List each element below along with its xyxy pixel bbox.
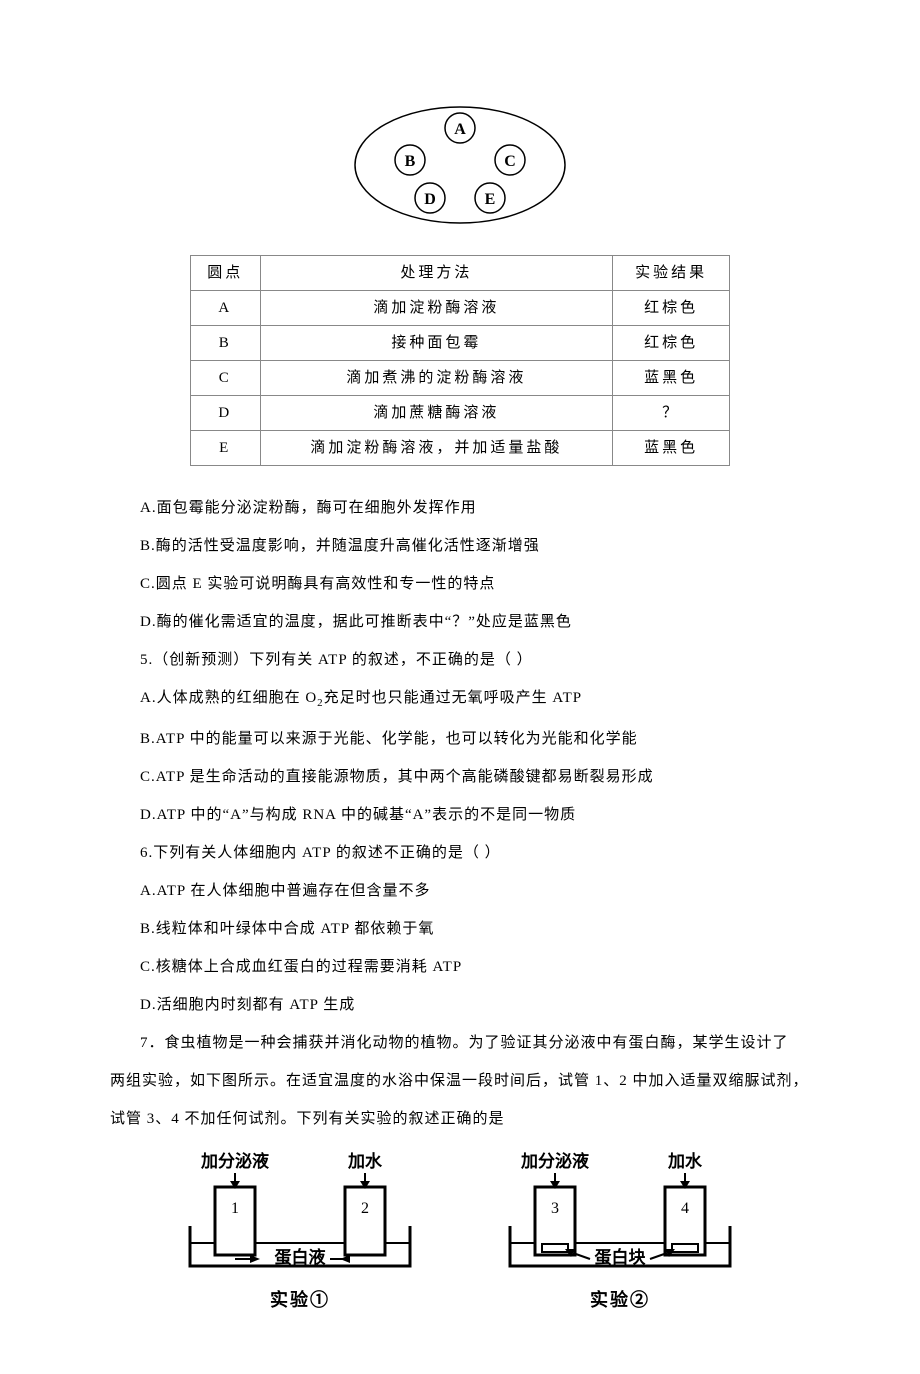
q5-stem: 5.（创新预测）下列有关 ATP 的叙述，不正确的是（ ） — [140, 648, 830, 672]
cell-d3: ？ — [613, 396, 730, 431]
q7-p1: 7．食虫植物是一种会捕获并消化动物的植物。为了验证其分泌液中有蛋白酶，某学生设计… — [110, 1031, 830, 1055]
q7-p3: 试管 3、4 不加任何试剂。下列有关实验的叙述正确的是 — [110, 1107, 830, 1131]
opt-block1-b: B.酶的活性受温度影响，并随温度升高催化活性逐渐增强 — [140, 534, 830, 558]
table-row: D 滴加蔗糖酶溶液 ？ — [191, 396, 730, 431]
experiment-table: 圆点 处理方法 实验结果 A 滴加淀粉酶溶液 红棕色 B 接种面包霉 红棕色 C… — [190, 255, 730, 466]
q7-p2: 两组实验，如下图所示。在适宜温度的水浴中保温一段时间后，试管 1、2 中加入适量… — [110, 1069, 830, 1093]
cell-b1: B — [191, 326, 261, 361]
exp1-tube2-num: 2 — [361, 1200, 369, 1217]
cell-c1: C — [191, 361, 261, 396]
header-col3: 实验结果 — [613, 256, 730, 291]
cell-d2: 滴加蔗糖酶溶液 — [260, 396, 613, 431]
cell-e1: E — [191, 431, 261, 466]
exp2-tube1-label: 加分泌液 — [520, 1151, 589, 1171]
cell-c3: 蓝黑色 — [613, 361, 730, 396]
q5-a-pre: A.人体成熟的红细胞在 O — [140, 690, 317, 706]
dish-label-c: C — [504, 153, 516, 170]
table-row: A 滴加淀粉酶溶液 红棕色 — [191, 291, 730, 326]
q6-stem: 6.下列有关人体细胞内 ATP 的叙述不正确的是（ ） — [140, 841, 830, 865]
experiment-diagrams: 加分泌液 1 加水 2 蛋白液 实验① 加分泌 — [90, 1151, 830, 1315]
q5-opt-b: B.ATP 中的能量可以来源于光能、化学能，也可以转化为光能和化学能 — [140, 727, 830, 751]
exp2-bath-label: 蛋白块 — [595, 1247, 647, 1267]
cell-a3: 红棕色 — [613, 291, 730, 326]
exp1-svg: 加分泌液 1 加水 2 蛋白液 — [175, 1151, 425, 1281]
exp1-caption: 实验① — [270, 1286, 330, 1315]
q6-opt-c: C.核糖体上合成血红蛋白的过程需要消耗 ATP — [140, 955, 830, 979]
dish-label-e: E — [485, 191, 496, 208]
exp1-bath-label: 蛋白液 — [275, 1247, 326, 1267]
q6-opt-b: B.线粒体和叶绿体中合成 ATP 都依赖于氧 — [140, 917, 830, 941]
exp2-caption: 实验② — [590, 1286, 650, 1315]
cell-d1: D — [191, 396, 261, 431]
dish-svg: A B C D E — [310, 100, 610, 230]
q5-opt-d: D.ATP 中的“A”与构成 RNA 中的碱基“A”表示的不是同一物质 — [140, 803, 830, 827]
exp2-group: 加分泌液 3 加水 4 蛋白块 实验② — [495, 1151, 745, 1315]
table-header-row: 圆点 处理方法 实验结果 — [191, 256, 730, 291]
cell-c2: 滴加煮沸的淀粉酶溶液 — [260, 361, 613, 396]
cell-a1: A — [191, 291, 261, 326]
q6-opt-a: A.ATP 在人体细胞中普遍存在但含量不多 — [140, 879, 830, 903]
opt-block1-c: C.圆点 E 实验可说明酶具有高效性和专一性的特点 — [140, 572, 830, 596]
exp2-svg: 加分泌液 3 加水 4 蛋白块 — [495, 1151, 745, 1281]
table-row: E 滴加淀粉酶溶液，并加适量盐酸 蓝黑色 — [191, 431, 730, 466]
table-row: B 接种面包霉 红棕色 — [191, 326, 730, 361]
cell-b3: 红棕色 — [613, 326, 730, 361]
exp1-tube2-label: 加水 — [347, 1151, 383, 1171]
exp2-tube2-num: 4 — [681, 1200, 689, 1217]
dish-label-a: A — [454, 121, 466, 138]
exp2-tube1-num: 3 — [551, 1200, 559, 1217]
q6-opt-d: D.活细胞内时刻都有 ATP 生成 — [140, 993, 830, 1017]
table-row: C 滴加煮沸的淀粉酶溶液 蓝黑色 — [191, 361, 730, 396]
dish-label-b: B — [405, 153, 416, 170]
q5-opt-c: C.ATP 是生命活动的直接能源物质，其中两个高能磷酸键都易断裂易形成 — [140, 765, 830, 789]
opt-block1-d: D.酶的催化需适宜的温度，据此可推断表中“？”处应是蓝黑色 — [140, 610, 830, 634]
exp2-tube2-label: 加水 — [667, 1151, 703, 1171]
opt-block1-a: A.面包霉能分泌淀粉酶，酶可在细胞外发挥作用 — [140, 496, 830, 520]
exp1-tube1-num: 1 — [231, 1200, 239, 1217]
exp1-tube1-label: 加分泌液 — [200, 1151, 269, 1171]
q5-a-post: 充足时也只能通过无氧呼吸产生 ATP — [324, 690, 582, 706]
header-col2: 处理方法 — [260, 256, 613, 291]
q5-opt-a: A.人体成熟的红细胞在 O2充足时也只能通过无氧呼吸产生 ATP — [140, 686, 830, 713]
cell-e2: 滴加淀粉酶溶液，并加适量盐酸 — [260, 431, 613, 466]
petri-dish-diagram: A B C D E — [90, 100, 830, 230]
dish-label-d: D — [424, 191, 436, 208]
cell-a2: 滴加淀粉酶溶液 — [260, 291, 613, 326]
exp1-group: 加分泌液 1 加水 2 蛋白液 实验① — [175, 1151, 425, 1315]
cell-b2: 接种面包霉 — [260, 326, 613, 361]
header-col1: 圆点 — [191, 256, 261, 291]
cell-e3: 蓝黑色 — [613, 431, 730, 466]
